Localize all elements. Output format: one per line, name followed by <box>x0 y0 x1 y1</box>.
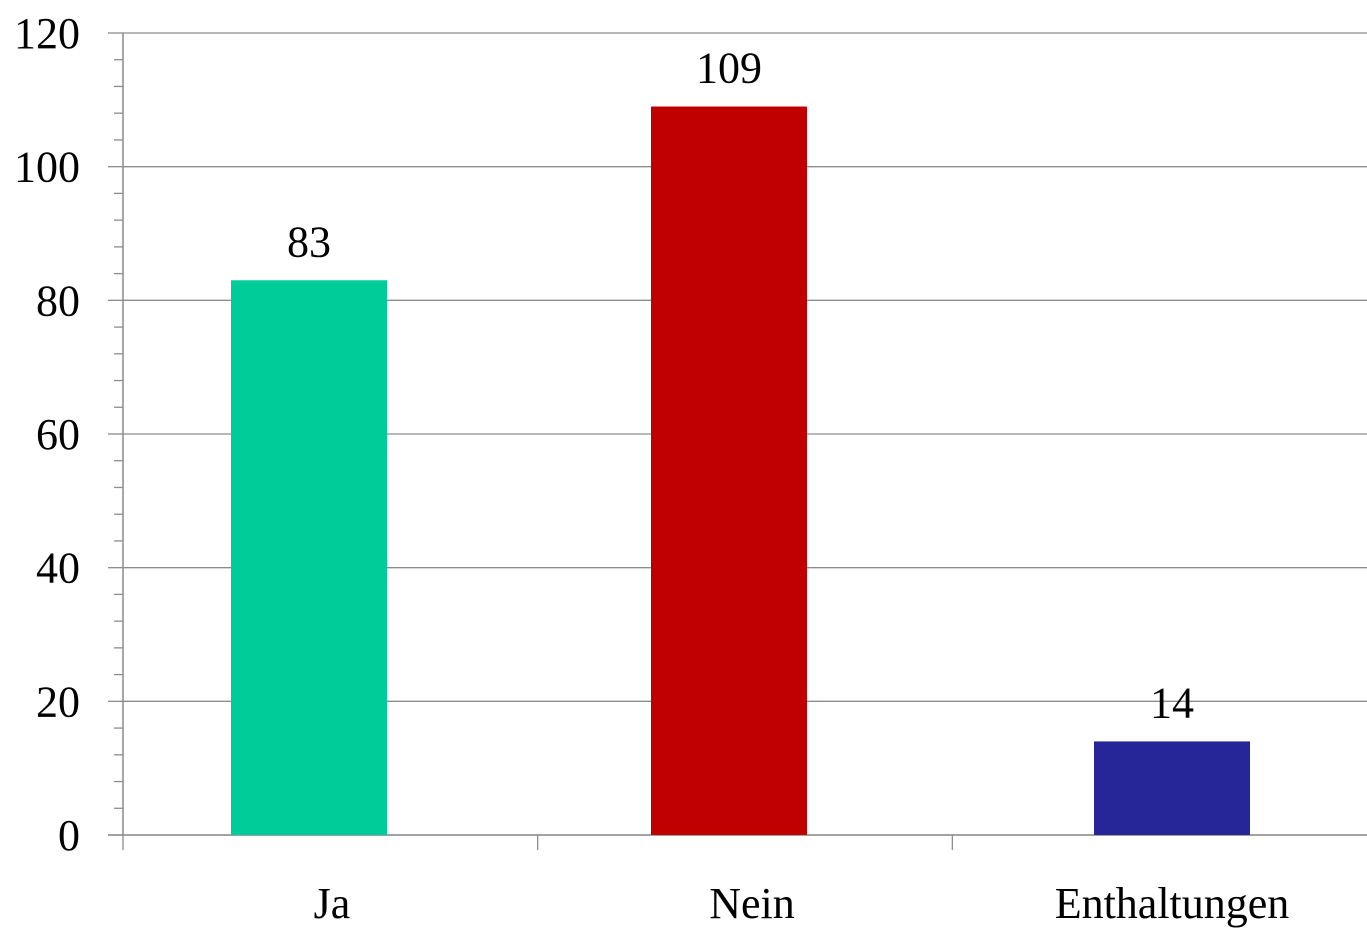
x-category-label: Nein <box>709 879 795 928</box>
labels: 0 20 40 60 80 100 120 83 Ja 109 Nein 14 Enthaltungen <box>14 9 1289 928</box>
y-tick-label: 120 <box>14 9 80 58</box>
bars <box>231 106 1250 836</box>
bar-ja <box>231 280 387 835</box>
bar-nein <box>651 106 807 836</box>
y-tick-label: 80 <box>36 276 80 325</box>
y-tick-label: 40 <box>36 544 80 593</box>
y-tick-label: 0 <box>58 811 80 860</box>
y-tick-label: 100 <box>14 143 80 192</box>
data-label: 109 <box>696 44 762 93</box>
x-category-label: Enthaltungen <box>1055 879 1290 928</box>
data-label: 83 <box>287 217 331 266</box>
x-category-label: Ja <box>314 879 351 928</box>
data-label: 14 <box>1150 678 1194 727</box>
bar-enthaltungen <box>1094 741 1250 835</box>
y-tick-label: 60 <box>36 410 80 459</box>
y-tick-label: 20 <box>36 677 80 726</box>
